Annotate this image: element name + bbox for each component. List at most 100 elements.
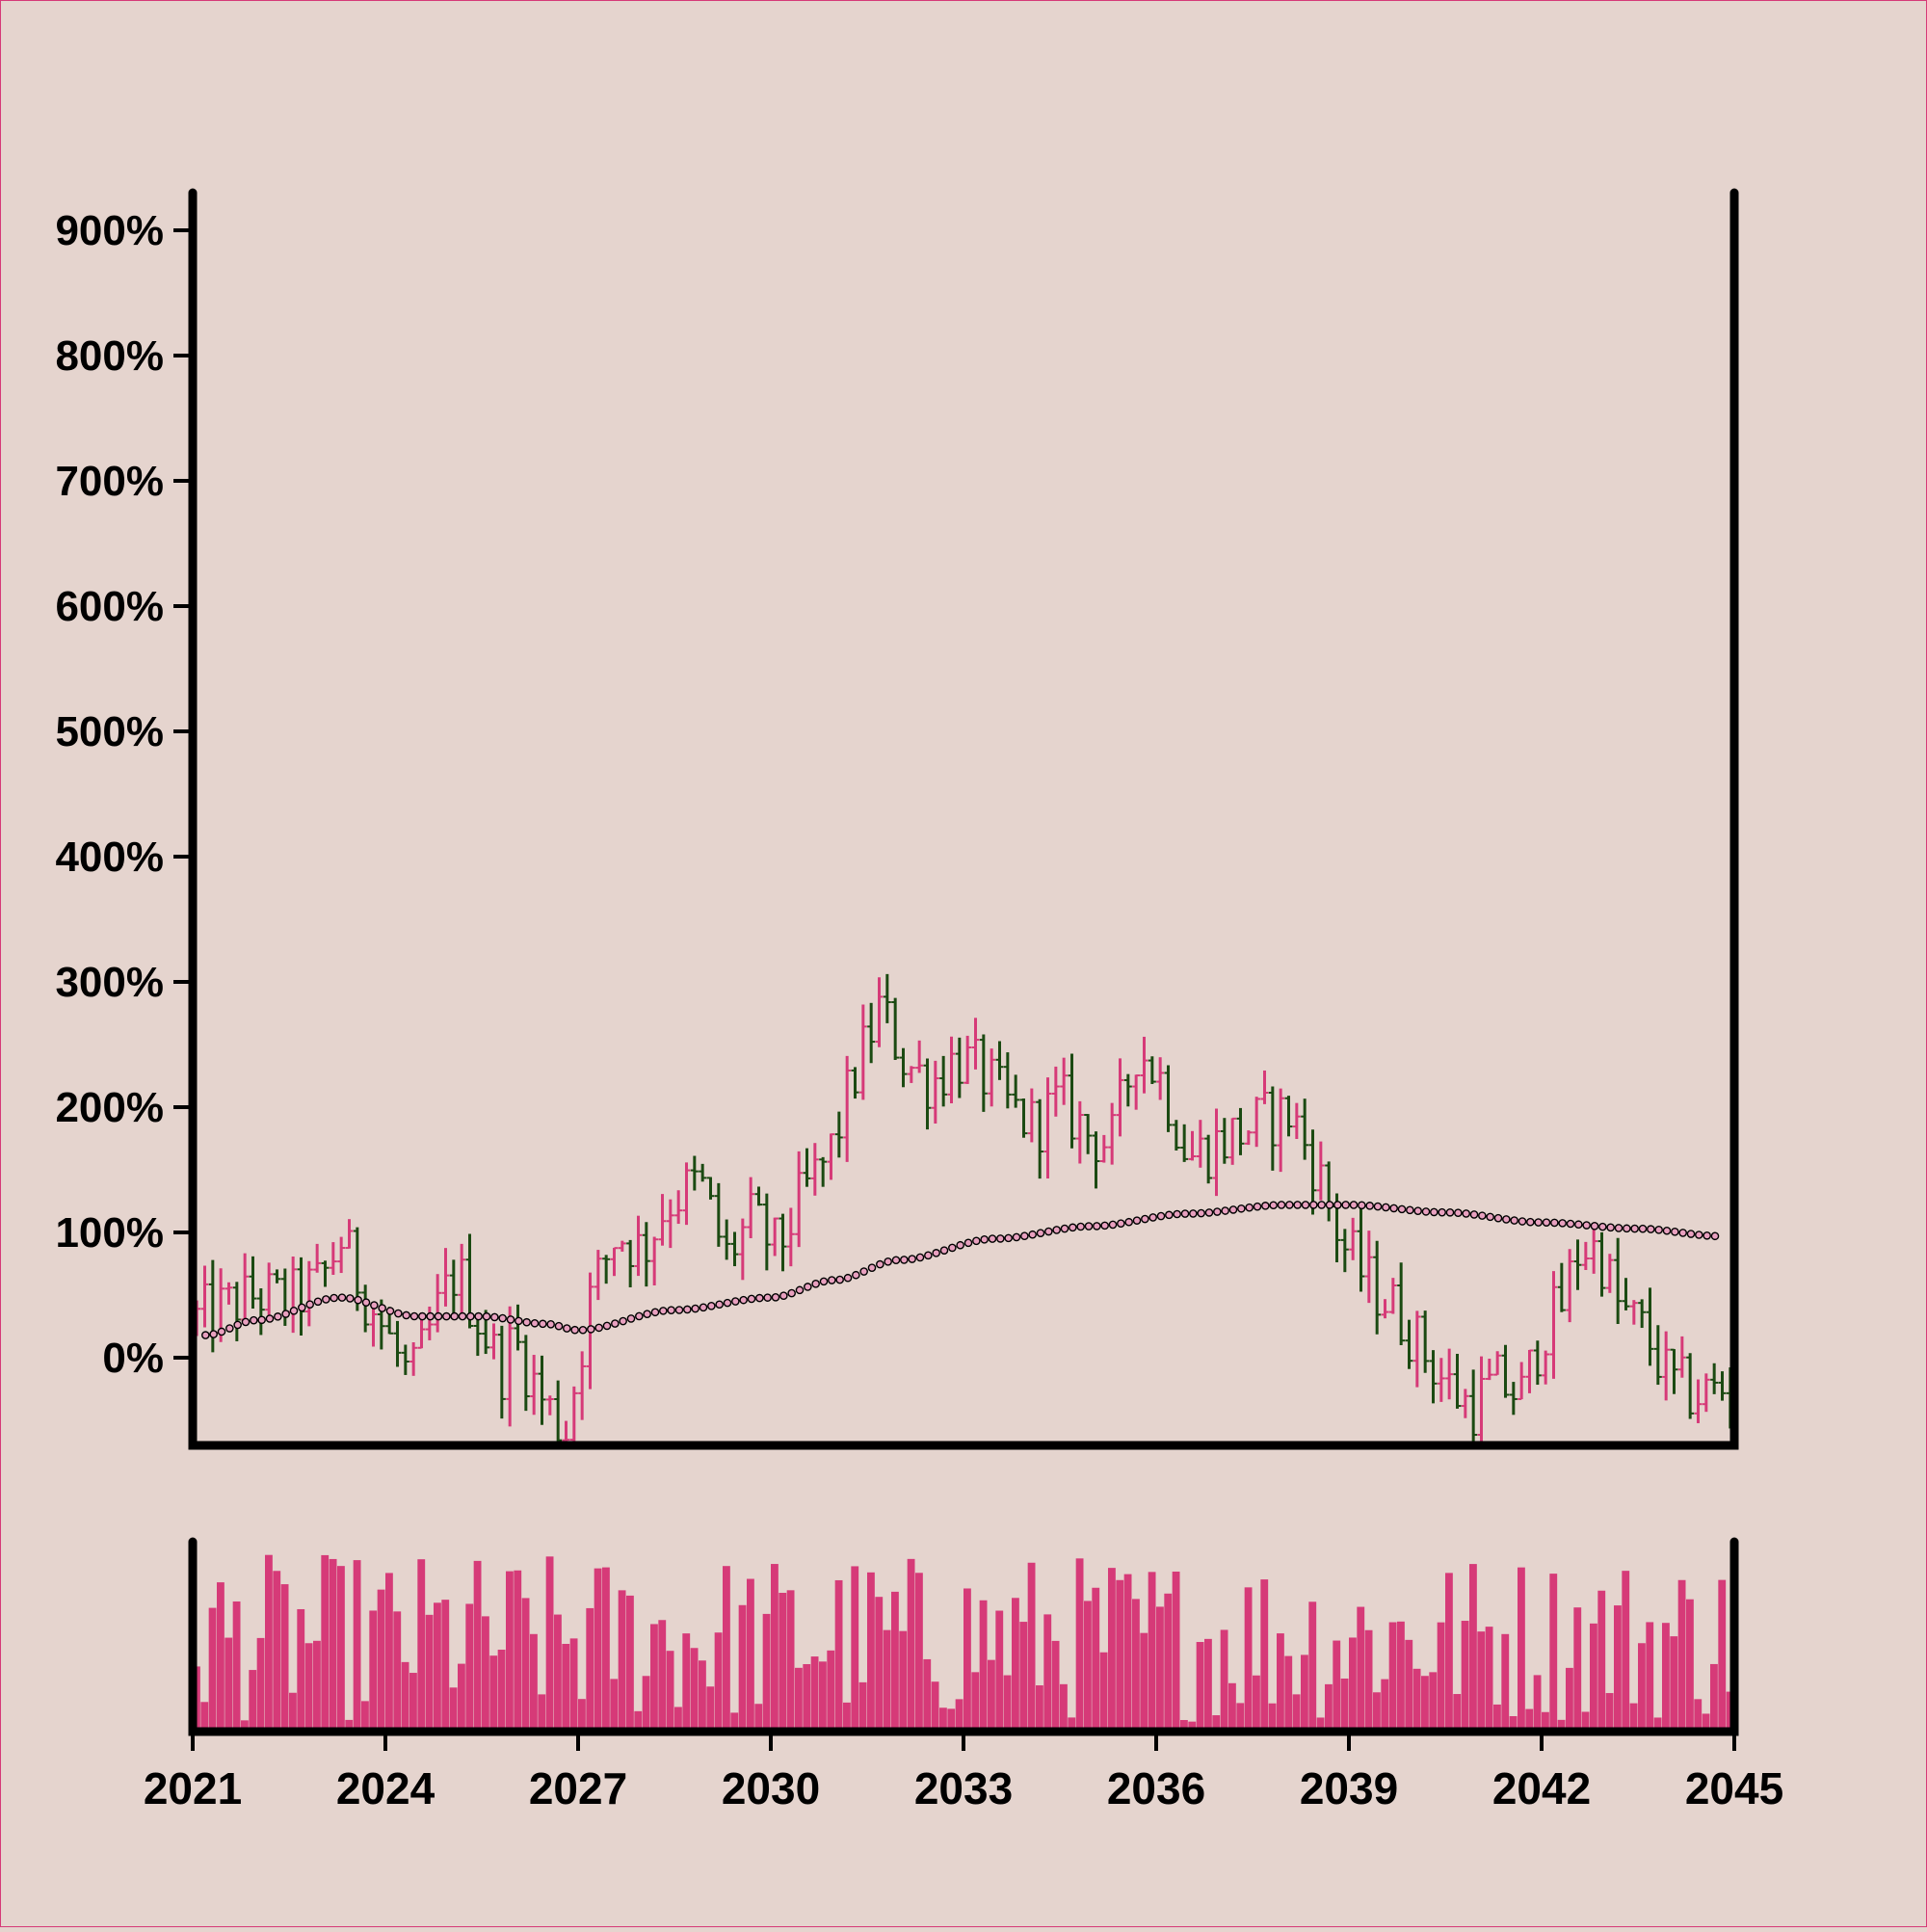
moving-average-point (1285, 1201, 1294, 1209)
moving-average-point (1454, 1208, 1463, 1218)
moving-average-point (747, 1294, 756, 1304)
ohlc-bar (883, 973, 891, 1023)
moving-average-point (667, 1306, 675, 1314)
moving-average-point (1012, 1232, 1021, 1242)
volume-bar (747, 1578, 754, 1732)
ohlc-bar (626, 1239, 635, 1287)
volume-bar (530, 1633, 538, 1732)
volume-bar (658, 1620, 667, 1732)
volume-bar (1364, 1629, 1373, 1732)
ohlc-bar (1485, 1359, 1493, 1381)
volume-bar (1196, 1642, 1204, 1732)
moving-average-point (884, 1257, 892, 1266)
volume-bar (875, 1597, 884, 1732)
volume-bar (883, 1629, 891, 1732)
volume-bar (915, 1573, 923, 1732)
volume-bar (1533, 1675, 1542, 1732)
ohlc-bar (618, 1240, 626, 1252)
ohlc-bar (964, 1035, 972, 1084)
moving-average-point (1228, 1205, 1238, 1214)
ohlc-bar (1156, 1057, 1165, 1100)
ohlc-bar (1646, 1287, 1654, 1366)
ohlc-bar (762, 1193, 771, 1271)
volume-bar (1493, 1704, 1501, 1732)
moving-average-point (876, 1259, 884, 1269)
moving-average-point (1269, 1201, 1278, 1210)
ohlc-bar (1068, 1053, 1076, 1149)
volume-bar (1116, 1579, 1124, 1732)
ohlc-bar (1421, 1310, 1430, 1373)
volume-bar (1605, 1693, 1614, 1732)
moving-average-point (1623, 1224, 1631, 1233)
ohlc-bar (834, 1111, 843, 1158)
moving-average-point (458, 1311, 467, 1321)
moving-average-point (1638, 1224, 1648, 1233)
moving-average-point (298, 1303, 306, 1312)
moving-average-line (201, 1201, 1720, 1339)
volume-bar (1123, 1574, 1132, 1732)
volume-bar (1453, 1694, 1462, 1732)
moving-average-point (1647, 1225, 1655, 1233)
ohlc-bar (458, 1243, 466, 1314)
moving-average-point (1204, 1208, 1214, 1217)
moving-average-point (1124, 1217, 1133, 1227)
moving-average-point (1695, 1231, 1703, 1239)
ohlc-bar (594, 1250, 602, 1301)
moving-average-point (1574, 1220, 1583, 1230)
volume-bar (1677, 1579, 1686, 1732)
moving-average-point (1333, 1201, 1342, 1209)
moving-average-point (570, 1325, 579, 1335)
volume-bar (1581, 1711, 1590, 1732)
volume-bar (361, 1701, 369, 1732)
ohlc-bar (434, 1274, 442, 1333)
volume-bar (1108, 1568, 1116, 1732)
moving-average-point (305, 1300, 314, 1309)
moving-average-point (257, 1315, 266, 1325)
ohlc-bar (1220, 1118, 1228, 1164)
moving-average-point (643, 1310, 651, 1318)
moving-average-point (1309, 1201, 1318, 1209)
volume-bar (449, 1687, 458, 1732)
volume-bar (377, 1589, 385, 1732)
moving-average-point (1534, 1218, 1543, 1227)
ohlc-bar (304, 1260, 313, 1327)
moving-average-point (490, 1312, 499, 1322)
moving-average-point (1671, 1228, 1679, 1236)
moving-average-point (1582, 1221, 1591, 1230)
ohlc-bar (321, 1260, 330, 1287)
volume-bar (738, 1604, 747, 1732)
moving-average-point (474, 1311, 483, 1321)
volume-bar (1036, 1685, 1043, 1732)
volume-bar (779, 1593, 787, 1732)
moving-average-point (498, 1313, 507, 1323)
volume-bar (699, 1660, 706, 1732)
ohlc-bar (1340, 1229, 1349, 1273)
volume-bar (1019, 1622, 1028, 1732)
moving-average-point (1493, 1213, 1503, 1223)
volume-bar (858, 1681, 867, 1732)
moving-average-point (1180, 1209, 1190, 1218)
moving-average-point (1389, 1204, 1398, 1213)
ohlc-bar (224, 1282, 233, 1305)
moving-average-point (539, 1319, 547, 1329)
ohlc-bar (779, 1213, 787, 1272)
x-tick-label: 2045 (1685, 1763, 1783, 1813)
moving-average-point (1486, 1212, 1494, 1222)
volume-bar (1525, 1708, 1534, 1732)
moving-average-point (1469, 1210, 1479, 1219)
moving-average-point (787, 1288, 796, 1298)
moving-average-point (852, 1270, 860, 1280)
volume-bar (1662, 1623, 1670, 1732)
volume-bar (489, 1655, 498, 1732)
ohlc-bar (361, 1284, 370, 1333)
ohlc-bar (1099, 1134, 1108, 1163)
volume-bar (795, 1667, 803, 1732)
ohlc-bar (337, 1236, 346, 1274)
volume-bar (458, 1663, 465, 1732)
volume-bar (1646, 1622, 1654, 1732)
volume-bar (618, 1590, 626, 1732)
ohlc-bar (1590, 1227, 1598, 1274)
volume-bar (393, 1611, 402, 1732)
moving-average-point (370, 1301, 379, 1310)
